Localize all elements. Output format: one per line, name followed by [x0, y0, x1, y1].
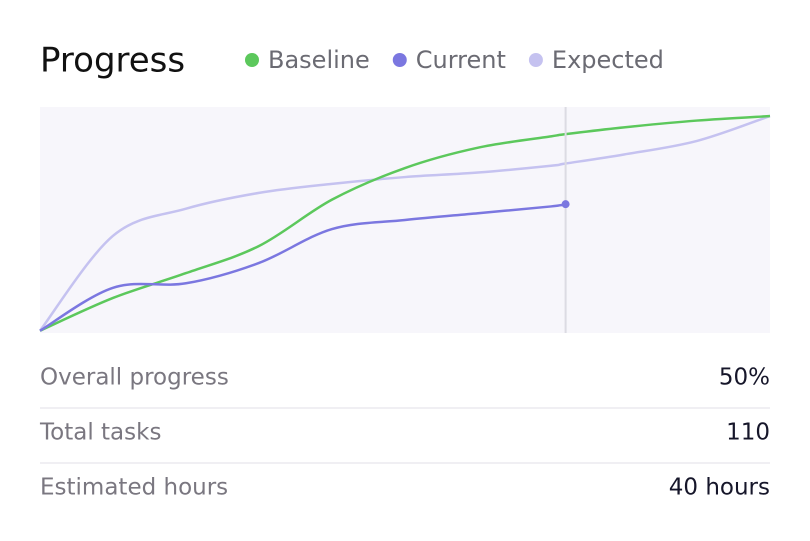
legend-label: Current — [416, 46, 506, 74]
card-title: Progress — [40, 41, 185, 81]
legend-label: Expected — [552, 46, 664, 74]
series-line — [39, 202, 566, 332]
series-line — [39, 114, 771, 332]
stat-label: Overall progress — [40, 365, 229, 391]
stat-value: 110 — [726, 420, 770, 446]
stat-label: Total tasks — [39, 420, 161, 446]
legend-dot — [528, 53, 543, 67]
end-point — [561, 200, 570, 209]
stat-value: 50% — [719, 365, 770, 391]
legend-dot — [392, 53, 407, 67]
legend-dot — [245, 53, 259, 67]
stat-label: Estimated hours — [40, 475, 228, 501]
stat-value: 40 hours — [669, 475, 770, 501]
series-line — [39, 114, 771, 332]
legend-label: Baseline — [268, 46, 370, 74]
